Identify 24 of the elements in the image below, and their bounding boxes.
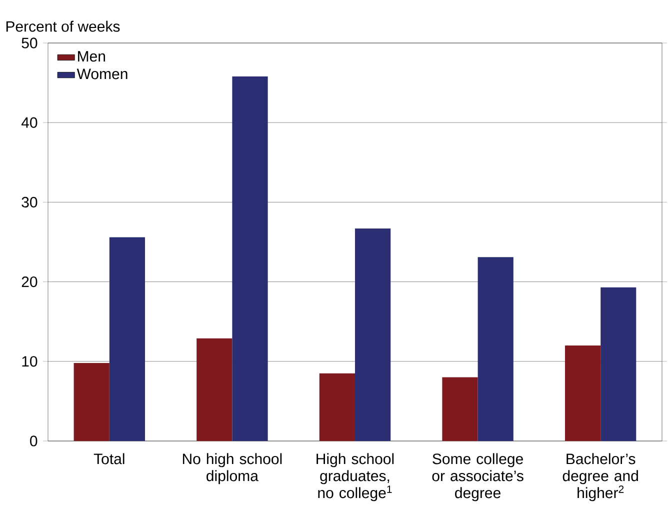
x-tick-label: Bachelor’s degree and higher$^{2}$: [562, 453, 638, 502]
bar: [355, 228, 391, 441]
x-tick-label: Some college or associate’s degree: [432, 453, 524, 502]
legend-label: Men: [78, 51, 106, 62]
bar: [478, 257, 514, 441]
y-tick-label: 10: [22, 356, 38, 367]
x-tick-label: High school graduates, no college$^{1}$: [316, 453, 394, 502]
bar: [74, 362, 110, 441]
y-tick-label: 40: [21, 117, 38, 128]
y-tick-label: 0: [30, 436, 38, 446]
y-tick-label: 20: [22, 276, 38, 288]
bar: [109, 237, 146, 441]
bar: [232, 76, 268, 441]
x-tick-label: Total: [94, 453, 124, 464]
y-axis-title: Percent of weeks: [6, 20, 120, 32]
bar: [600, 287, 636, 441]
x-tick-label: No high school diploma: [182, 453, 282, 484]
bar: [319, 373, 355, 441]
bar: [442, 377, 478, 441]
legend-label: Women: [76, 68, 128, 80]
y-tick-label: 30: [22, 196, 38, 208]
bar: [196, 338, 232, 441]
y-tick-label: 50: [22, 38, 38, 48]
bar: [564, 345, 601, 441]
